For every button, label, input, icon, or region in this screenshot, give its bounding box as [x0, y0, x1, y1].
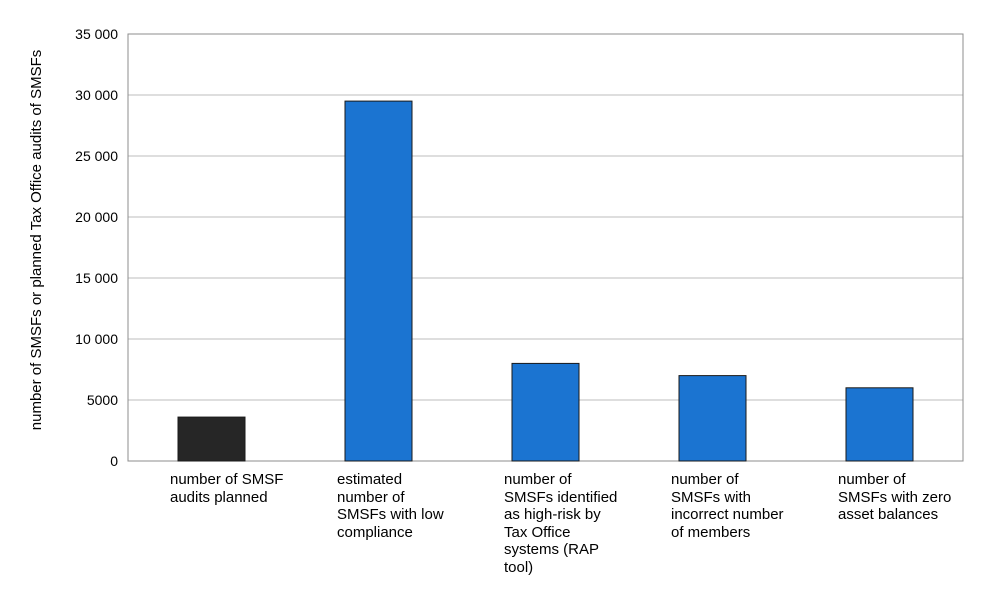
y-tick-label: 25 000	[75, 148, 118, 164]
x-category-label: number of SMSFs identified as high-risk …	[504, 471, 618, 576]
x-category-label: estimated number of SMSFs with low compl…	[337, 471, 444, 541]
x-category-label: number of SMSFs with incorrect number of…	[671, 471, 784, 541]
bar	[177, 416, 246, 462]
x-category-label: number of SMSFs with zero asset balances	[838, 471, 952, 523]
y-axis-label: number of SMSFs or planned Tax Office au…	[28, 50, 45, 430]
bar	[845, 387, 914, 462]
y-axis-tick-labels: 0 5000 10 000 15 000 20 000 25 000 30 000 35 00…	[75, 26, 118, 469]
bar	[344, 100, 413, 462]
y-tick-label: 35 000	[75, 26, 118, 42]
y-tick-label: 20 000	[75, 209, 118, 225]
gridlines	[128, 94, 963, 401]
y-tick-label: 10 000	[75, 331, 118, 347]
y-tick-label: 5000	[87, 392, 118, 408]
bar	[511, 362, 580, 462]
bar	[678, 375, 747, 462]
bars	[177, 100, 914, 462]
y-tick-label: 30 000	[75, 87, 118, 103]
y-tick-label: 0	[110, 453, 118, 469]
y-tick-label: 15 000	[75, 270, 118, 286]
x-category-label: number of SMSF audits planned	[170, 471, 284, 506]
